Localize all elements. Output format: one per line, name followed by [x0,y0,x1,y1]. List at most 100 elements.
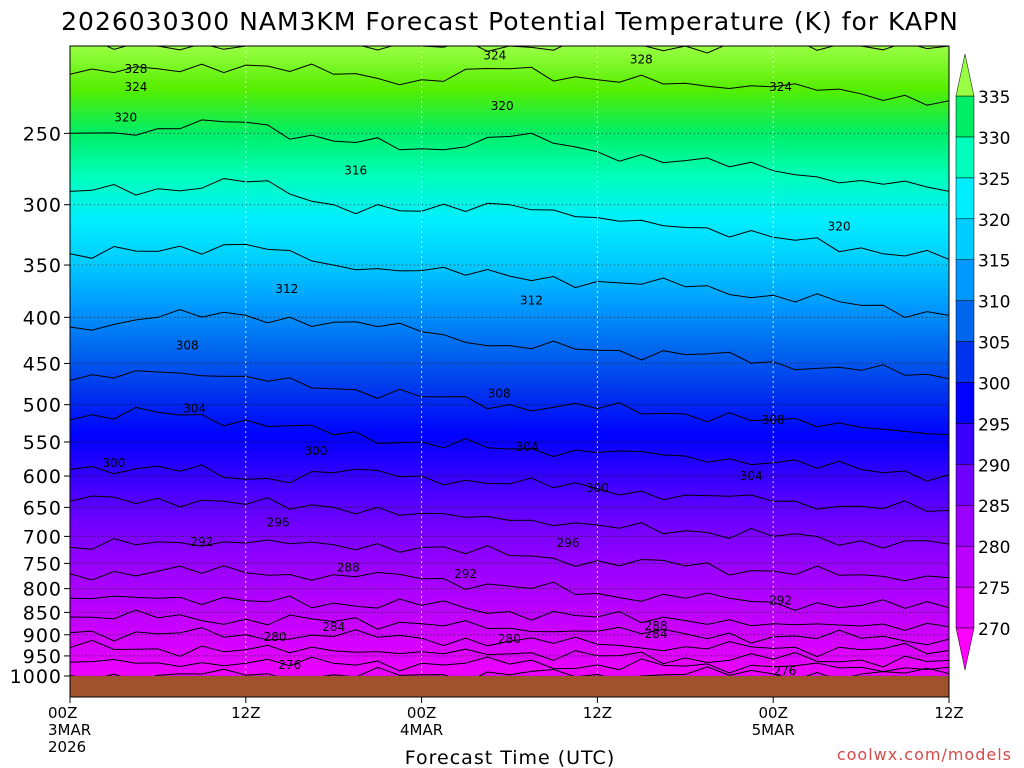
colorbar-label: 315 [978,252,1010,272]
contour-label: 316 [344,164,367,178]
contour-label: 328 [124,62,147,76]
colorbar-label: 295 [978,415,1010,435]
contour-label: 304 [516,440,539,454]
colorbar-bottom-arrow [955,627,975,671]
temperature-field [70,46,949,697]
contour-label: 308 [762,413,785,427]
isotherm-280 [70,656,949,674]
colorbar-segment-290 [955,423,975,465]
colorbar-label: 280 [978,538,1010,558]
isotherm-332 [70,177,949,260]
colorbar-label: 290 [978,456,1010,476]
colorbar-legend: 270 275 280 285 290 295 300 305 310 315 320 325 330 3… [955,53,1010,671]
isotherm-292 [70,609,949,646]
contour-label: 324 [124,80,147,94]
contour-label: 280 [264,630,287,644]
y-tick-label: 950 [23,646,62,668]
contour-label: 280 [498,632,521,646]
isotherm-324 [70,309,949,380]
y-tick-label: 450 [23,353,62,375]
colorbar-segment-275 [955,545,975,588]
y-tick-label: 250 [23,123,62,145]
isotherm-320 [70,370,949,436]
surface-ground [70,676,949,697]
y-tick-label: 300 [23,195,62,217]
colorbar-segment-300 [955,341,975,383]
isotherm-344 [70,46,949,54]
contour-label: 292 [769,594,792,608]
contour-label: 276 [278,658,301,672]
y-tick-label: 1000 [10,666,62,688]
colorbar-segment-310 [955,259,975,301]
contour-label: 324 [483,49,506,63]
contour-label: 320 [491,99,514,113]
x-tick-label: 12Z [583,704,612,722]
y-tick-label: 800 [23,579,62,601]
contour-label: 304 [183,402,206,416]
colorbar-label: 285 [978,497,1010,517]
y-axis: 2503003504004505005506006507007508008509… [10,123,70,688]
colorbar-top-arrow [955,53,975,97]
x-tick-label: 12Z [934,704,963,722]
isotherm-340 [70,63,949,106]
x-tick-label: 12Z [231,704,260,722]
isotherm-316 [70,406,949,482]
colorbar-segment-270 [955,586,975,629]
contour-label: 312 [275,282,298,296]
contour-label: 288 [645,619,668,633]
contour-label: 300 [102,456,125,470]
y-tick-label: 550 [23,432,62,454]
y-tick-label: 350 [23,255,62,277]
gridlines [70,46,949,697]
contour-labels: 328 324 320 324 328 324 320 316 320 312 312 308 304 3… [102,49,850,678]
isotherm-328 [70,243,949,319]
colorbar-label: 270 [978,620,1010,640]
colorbar-label: 300 [978,374,1010,394]
colorbar-label: 330 [978,129,1010,149]
colorbar-label: 275 [978,579,1010,599]
credit-text: coolwx.com/models [837,745,1012,764]
x-tick-label: 4MAR [400,721,443,739]
colorbar-segment-285 [955,464,975,506]
colorbar-label: 305 [978,334,1010,354]
y-tick-label: 750 [23,553,62,575]
contour-label: 284 [322,620,345,634]
colorbar-segment-305 [955,300,975,342]
colorbar-label: 320 [978,211,1010,231]
x-tick-label: 00Z [48,704,77,722]
contour-label: 320 [828,219,851,233]
contour-label: 292 [190,535,213,549]
contour-label: 308 [488,387,511,401]
isotherm-304 [70,538,949,582]
chart-title: 2026030300 NAM3KM Forecast Potential Tem… [61,7,959,36]
x-tick-label: 5MAR [752,721,795,739]
contour-label: 328 [630,52,653,66]
y-tick-label: 700 [23,526,62,548]
colorbar-segment-330 [955,95,975,138]
colorbar-label: 325 [978,170,1010,190]
colorbar-label: 310 [978,293,1010,313]
contour-label: 300 [586,481,609,495]
contour-label: 276 [773,664,796,678]
contour-label: 320 [114,110,137,124]
x-tick-label: 00Z [759,704,788,722]
isotherm-300 [70,565,949,611]
isotherm-288 [70,627,949,658]
y-tick-label: 850 [23,602,62,624]
contour-label: 288 [337,561,360,575]
contour-label: 284 [645,627,668,641]
isotherm-contours [70,46,949,683]
y-tick-label: 650 [23,497,62,519]
colorbar-segment-315 [955,218,975,260]
y-tick-label: 600 [23,466,62,488]
colorbar-segment-280 [955,504,975,547]
contour-label: 324 [769,80,792,94]
plot-frame [69,45,950,698]
contour-label: 308 [176,339,199,353]
x-axis-label: Forecast Time (UTC) [405,747,615,768]
x-tick-label: 00Z [407,704,436,722]
contour-label: 296 [267,516,290,530]
colorbar-label: 335 [978,88,1010,108]
